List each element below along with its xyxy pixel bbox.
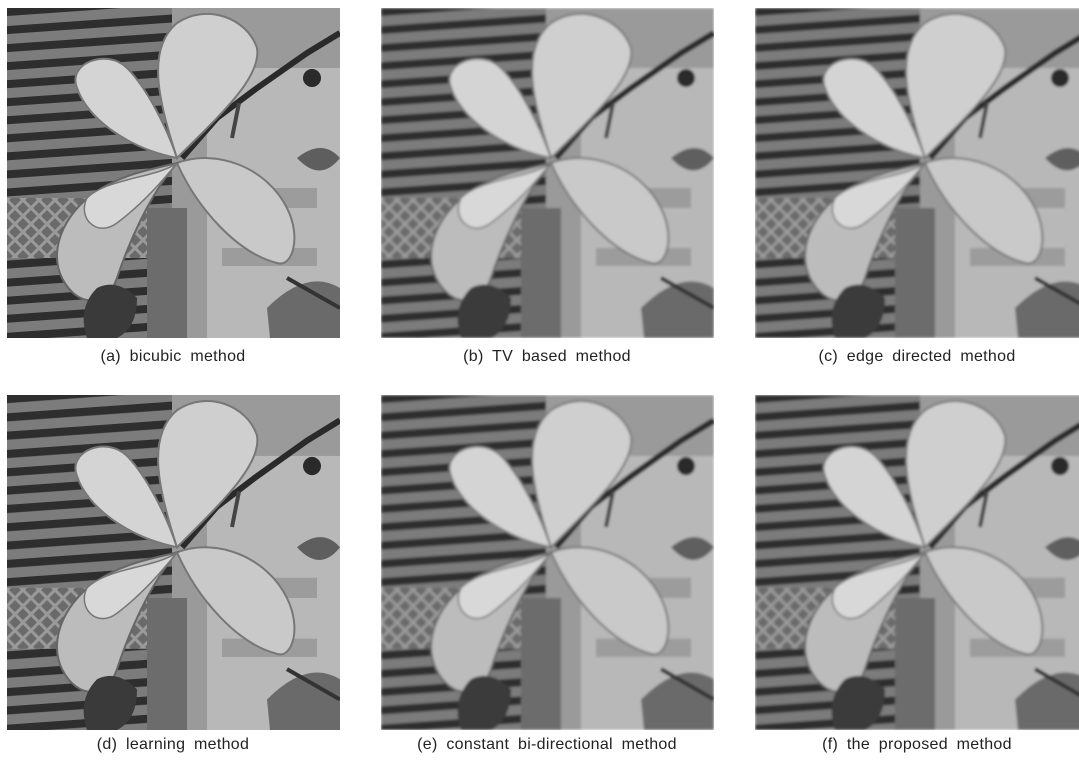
caption: (d) learning method	[0, 736, 353, 754]
caption: (e) constant bi-directional method	[367, 736, 727, 754]
panel-image	[7, 395, 340, 730]
caption: (c) edge directed method	[737, 348, 1079, 366]
panel-image	[7, 8, 340, 338]
caption: (b) TV based method	[367, 348, 727, 366]
panel-image	[381, 8, 714, 338]
panel-image	[755, 395, 1079, 730]
panel-image	[381, 395, 714, 730]
caption: (f) the proposed method	[737, 736, 1079, 754]
figure: (a) bicubic method (b) TV based method (…	[0, 0, 1079, 766]
caption: (a) bicubic method	[0, 348, 353, 366]
panel-image	[755, 8, 1079, 338]
